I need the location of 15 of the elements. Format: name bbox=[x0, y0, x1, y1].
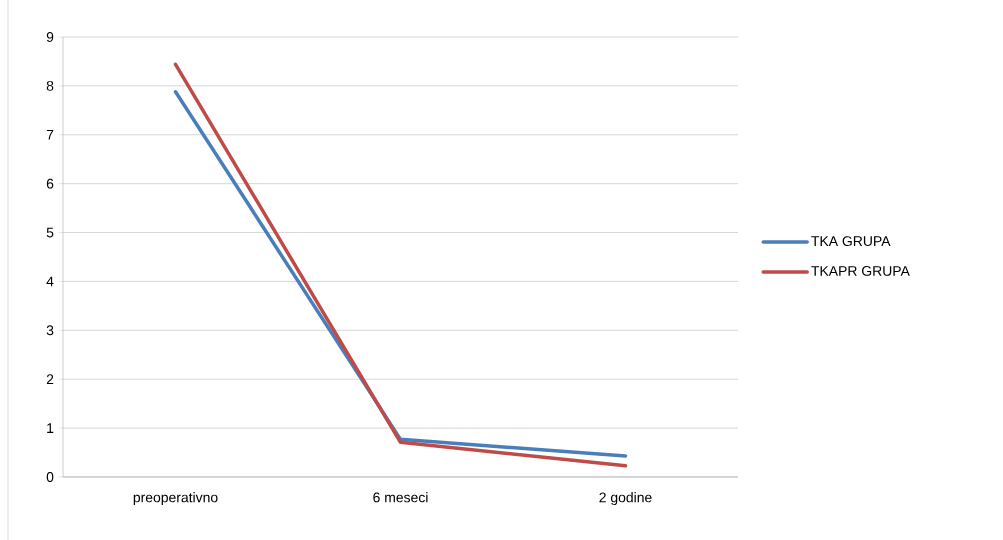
y-tick-label: 5 bbox=[46, 227, 54, 238]
y-tick-label: 0 bbox=[46, 472, 54, 482]
x-tick-label: preoperativno bbox=[133, 492, 218, 506]
legend-label: TKA GRUPA bbox=[811, 236, 891, 247]
y-tick-label: 1 bbox=[47, 423, 54, 433]
y-tick-label: 9 bbox=[46, 32, 54, 42]
legend-label: TKAPR GRUPA bbox=[811, 265, 910, 276]
x-tick-label: 6 meseci bbox=[373, 492, 428, 503]
y-tick-label: 6 bbox=[46, 178, 54, 189]
y-tick-label: 4 bbox=[46, 276, 54, 287]
y-tick-label: 8 bbox=[46, 80, 54, 91]
y-tick-label: 7 bbox=[46, 129, 54, 140]
x-tick-label: 2 godine bbox=[599, 492, 652, 506]
y-tick-label: 2 bbox=[46, 374, 54, 385]
y-tick-label: 3 bbox=[46, 325, 54, 336]
